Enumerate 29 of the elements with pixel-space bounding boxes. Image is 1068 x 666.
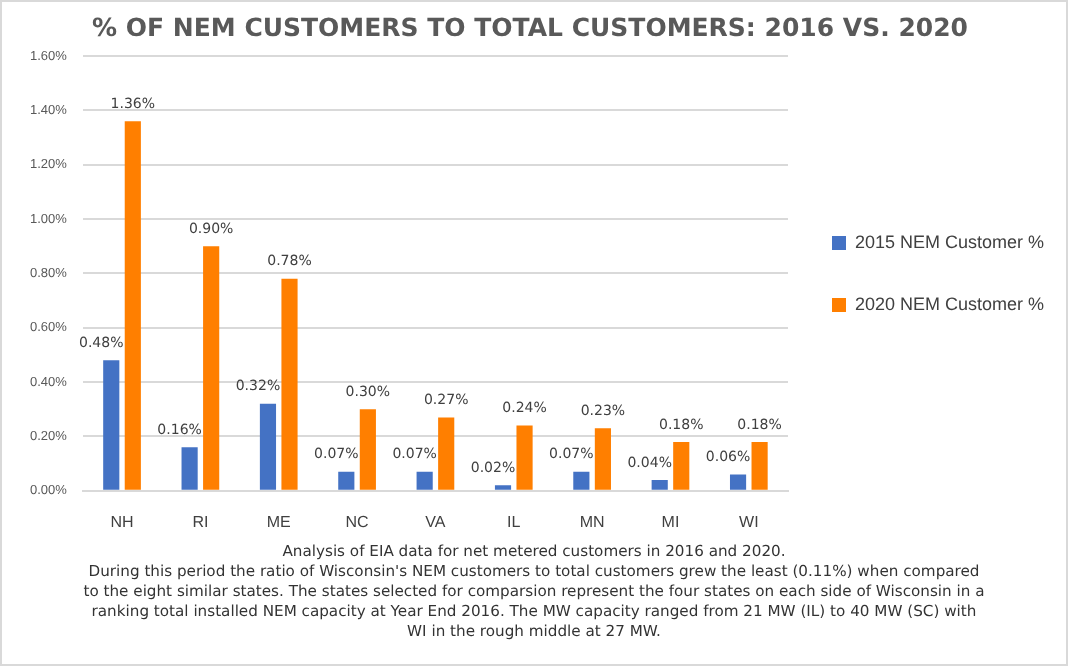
legend-label: 2015 NEM Customer %	[855, 231, 1045, 252]
x-tick-label: MN	[579, 512, 605, 531]
chart-title: % OF NEM CUSTOMERS TO TOTAL CUSTOMERS: 2016 VS. 2020	[92, 11, 969, 42]
bar	[338, 471, 355, 490]
x-tick-label: NH	[110, 512, 135, 531]
bar	[651, 479, 668, 490]
x-tick-label: WI	[739, 512, 759, 531]
bar	[181, 447, 198, 490]
bar	[124, 121, 141, 490]
x-tick-label: RI	[192, 512, 209, 531]
bar	[573, 471, 590, 490]
bar	[594, 428, 611, 490]
bar	[516, 425, 533, 490]
legend-label: 2020 NEM Customer %	[855, 293, 1045, 314]
bar	[416, 471, 433, 490]
bar	[751, 441, 768, 490]
bar	[281, 278, 298, 490]
bar	[673, 441, 690, 490]
x-tick-label: VA	[425, 512, 447, 531]
bar	[203, 246, 220, 490]
x-tick-label: NC	[345, 512, 370, 531]
bar	[359, 409, 376, 490]
bar	[729, 474, 747, 490]
bar	[438, 417, 455, 490]
bar	[103, 360, 120, 490]
x-tick-label: ME	[266, 512, 291, 531]
x-tick-label: IL	[507, 512, 522, 531]
bar	[259, 403, 277, 490]
x-tick-label: MI	[661, 512, 680, 531]
